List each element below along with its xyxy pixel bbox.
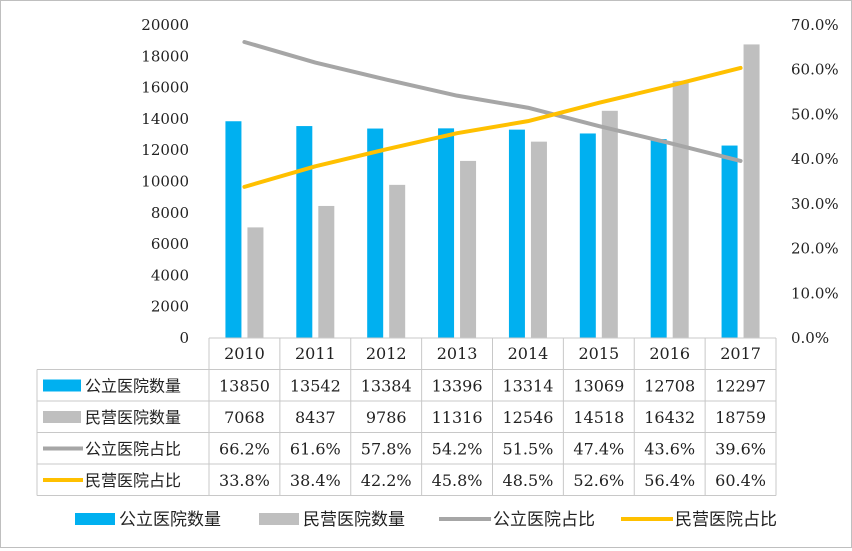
bar-private-2010 [247, 227, 264, 338]
legend-swatch [259, 513, 299, 525]
bar-public-2010 [225, 121, 242, 338]
table-cell: 12297 [715, 377, 766, 396]
y-right-tick-label: 50.0% [791, 105, 839, 123]
table-row-label: 民营医院占比 [85, 471, 181, 490]
bar-private-2013 [460, 160, 477, 338]
table-cell: 16432 [644, 408, 695, 427]
table-row-label: 公立医院数量 [85, 377, 181, 396]
table-cell: 47.4% [573, 440, 624, 459]
bar-public-2016 [650, 139, 667, 338]
y-right-tick-label: 30.0% [791, 195, 839, 213]
y-right-tick-label: 20.0% [791, 240, 839, 258]
table-cell: 57.8% [361, 440, 412, 459]
table-cell: 9786 [366, 408, 407, 427]
table-cell: 39.6% [715, 440, 766, 459]
table-cell: 43.6% [644, 440, 695, 459]
y-right-tick-label: 10.0% [791, 284, 839, 302]
table-header-year-2013: 2013 [437, 344, 478, 363]
table-cell: 48.5% [503, 471, 554, 490]
table-cell: 8437 [295, 408, 336, 427]
table-key-swatch [43, 379, 81, 392]
table-cell: 13850 [219, 377, 270, 396]
line-public-share [242, 39, 743, 163]
table-cell: 14518 [573, 408, 624, 427]
table-row-label: 公立医院占比 [85, 440, 181, 459]
legend-swatch [75, 513, 115, 525]
y-left-tick-label: 18000 [141, 47, 189, 65]
bar-public-2014 [508, 129, 525, 338]
y-left-tick-label: 6000 [151, 235, 189, 253]
y-left-tick-label: 20000 [141, 16, 189, 34]
legend-label: 民营医院占比 [675, 510, 777, 530]
table-cell: 51.5% [503, 440, 554, 459]
table-cell: 42.2% [361, 471, 412, 490]
bar-private-2015 [601, 110, 618, 338]
y-right-tick-label: 60.0% [791, 61, 839, 79]
y-left-tick-label: 14000 [141, 110, 189, 128]
y-left-tick-label: 8000 [151, 204, 189, 222]
bar-public-2017 [721, 145, 738, 338]
table-cell: 18759 [715, 408, 766, 427]
bar-public-2011 [296, 126, 313, 338]
y-left-tick-label: 2000 [151, 298, 189, 316]
table-header-year-2011: 2011 [295, 344, 336, 363]
table-cell: 12546 [502, 408, 553, 427]
table-header-year-2010: 2010 [224, 344, 265, 363]
y-right-tick-label: 70.0% [791, 16, 839, 34]
table-key-swatch [43, 411, 81, 423]
y-right-tick-label: 0.0% [791, 329, 829, 347]
table-cell: 13384 [361, 377, 412, 396]
legend-label: 公立医院数量 [119, 510, 221, 530]
line-private-share [242, 65, 743, 189]
y-left-tick-label: 10000 [141, 173, 189, 191]
bar-private-2011 [318, 205, 335, 338]
table-header-year-2012: 2012 [366, 344, 407, 363]
bar-private-2017 [743, 44, 760, 338]
bar-private-2014 [530, 141, 547, 338]
bar-public-2013 [438, 128, 455, 338]
table-header-year-2015: 2015 [578, 344, 619, 363]
table-cell: 11316 [432, 408, 483, 427]
table-cell: 7068 [224, 408, 265, 427]
table-cell: 13542 [290, 377, 341, 396]
legend-label: 民营医院数量 [303, 510, 405, 530]
bar-public-2015 [579, 133, 596, 338]
table-cell: 60.4% [715, 471, 766, 490]
table-header-year-2014: 2014 [508, 344, 549, 363]
y-right-tick-label: 40.0% [791, 150, 839, 168]
table-cell: 38.4% [290, 471, 341, 490]
table-cell: 13396 [432, 377, 483, 396]
table-cell: 13314 [502, 377, 553, 396]
table-cell: 52.6% [573, 471, 624, 490]
y-left-tick-label: 4000 [151, 266, 189, 284]
table-cell: 45.8% [432, 471, 483, 490]
bar-private-2012 [389, 184, 406, 338]
y-left-tick-label: 12000 [141, 141, 189, 159]
y-left-tick-label: 0 [179, 329, 189, 347]
bar-private-2016 [672, 80, 689, 338]
table-header-year-2016: 2016 [649, 344, 690, 363]
table-cell: 33.8% [219, 471, 270, 490]
bar-public-2012 [367, 128, 384, 338]
table-cell: 13069 [573, 377, 624, 396]
legend-label: 公立医院占比 [493, 510, 595, 530]
table-cell: 66.2% [219, 440, 270, 459]
table-cell: 54.2% [432, 440, 483, 459]
table-cell: 61.6% [290, 440, 341, 459]
table-header-year-2017: 2017 [720, 344, 761, 363]
y-left-tick-label: 16000 [141, 79, 189, 97]
table-cell: 56.4% [644, 471, 695, 490]
table-row-label: 民营医院数量 [85, 408, 181, 427]
table-cell: 12708 [644, 377, 695, 396]
